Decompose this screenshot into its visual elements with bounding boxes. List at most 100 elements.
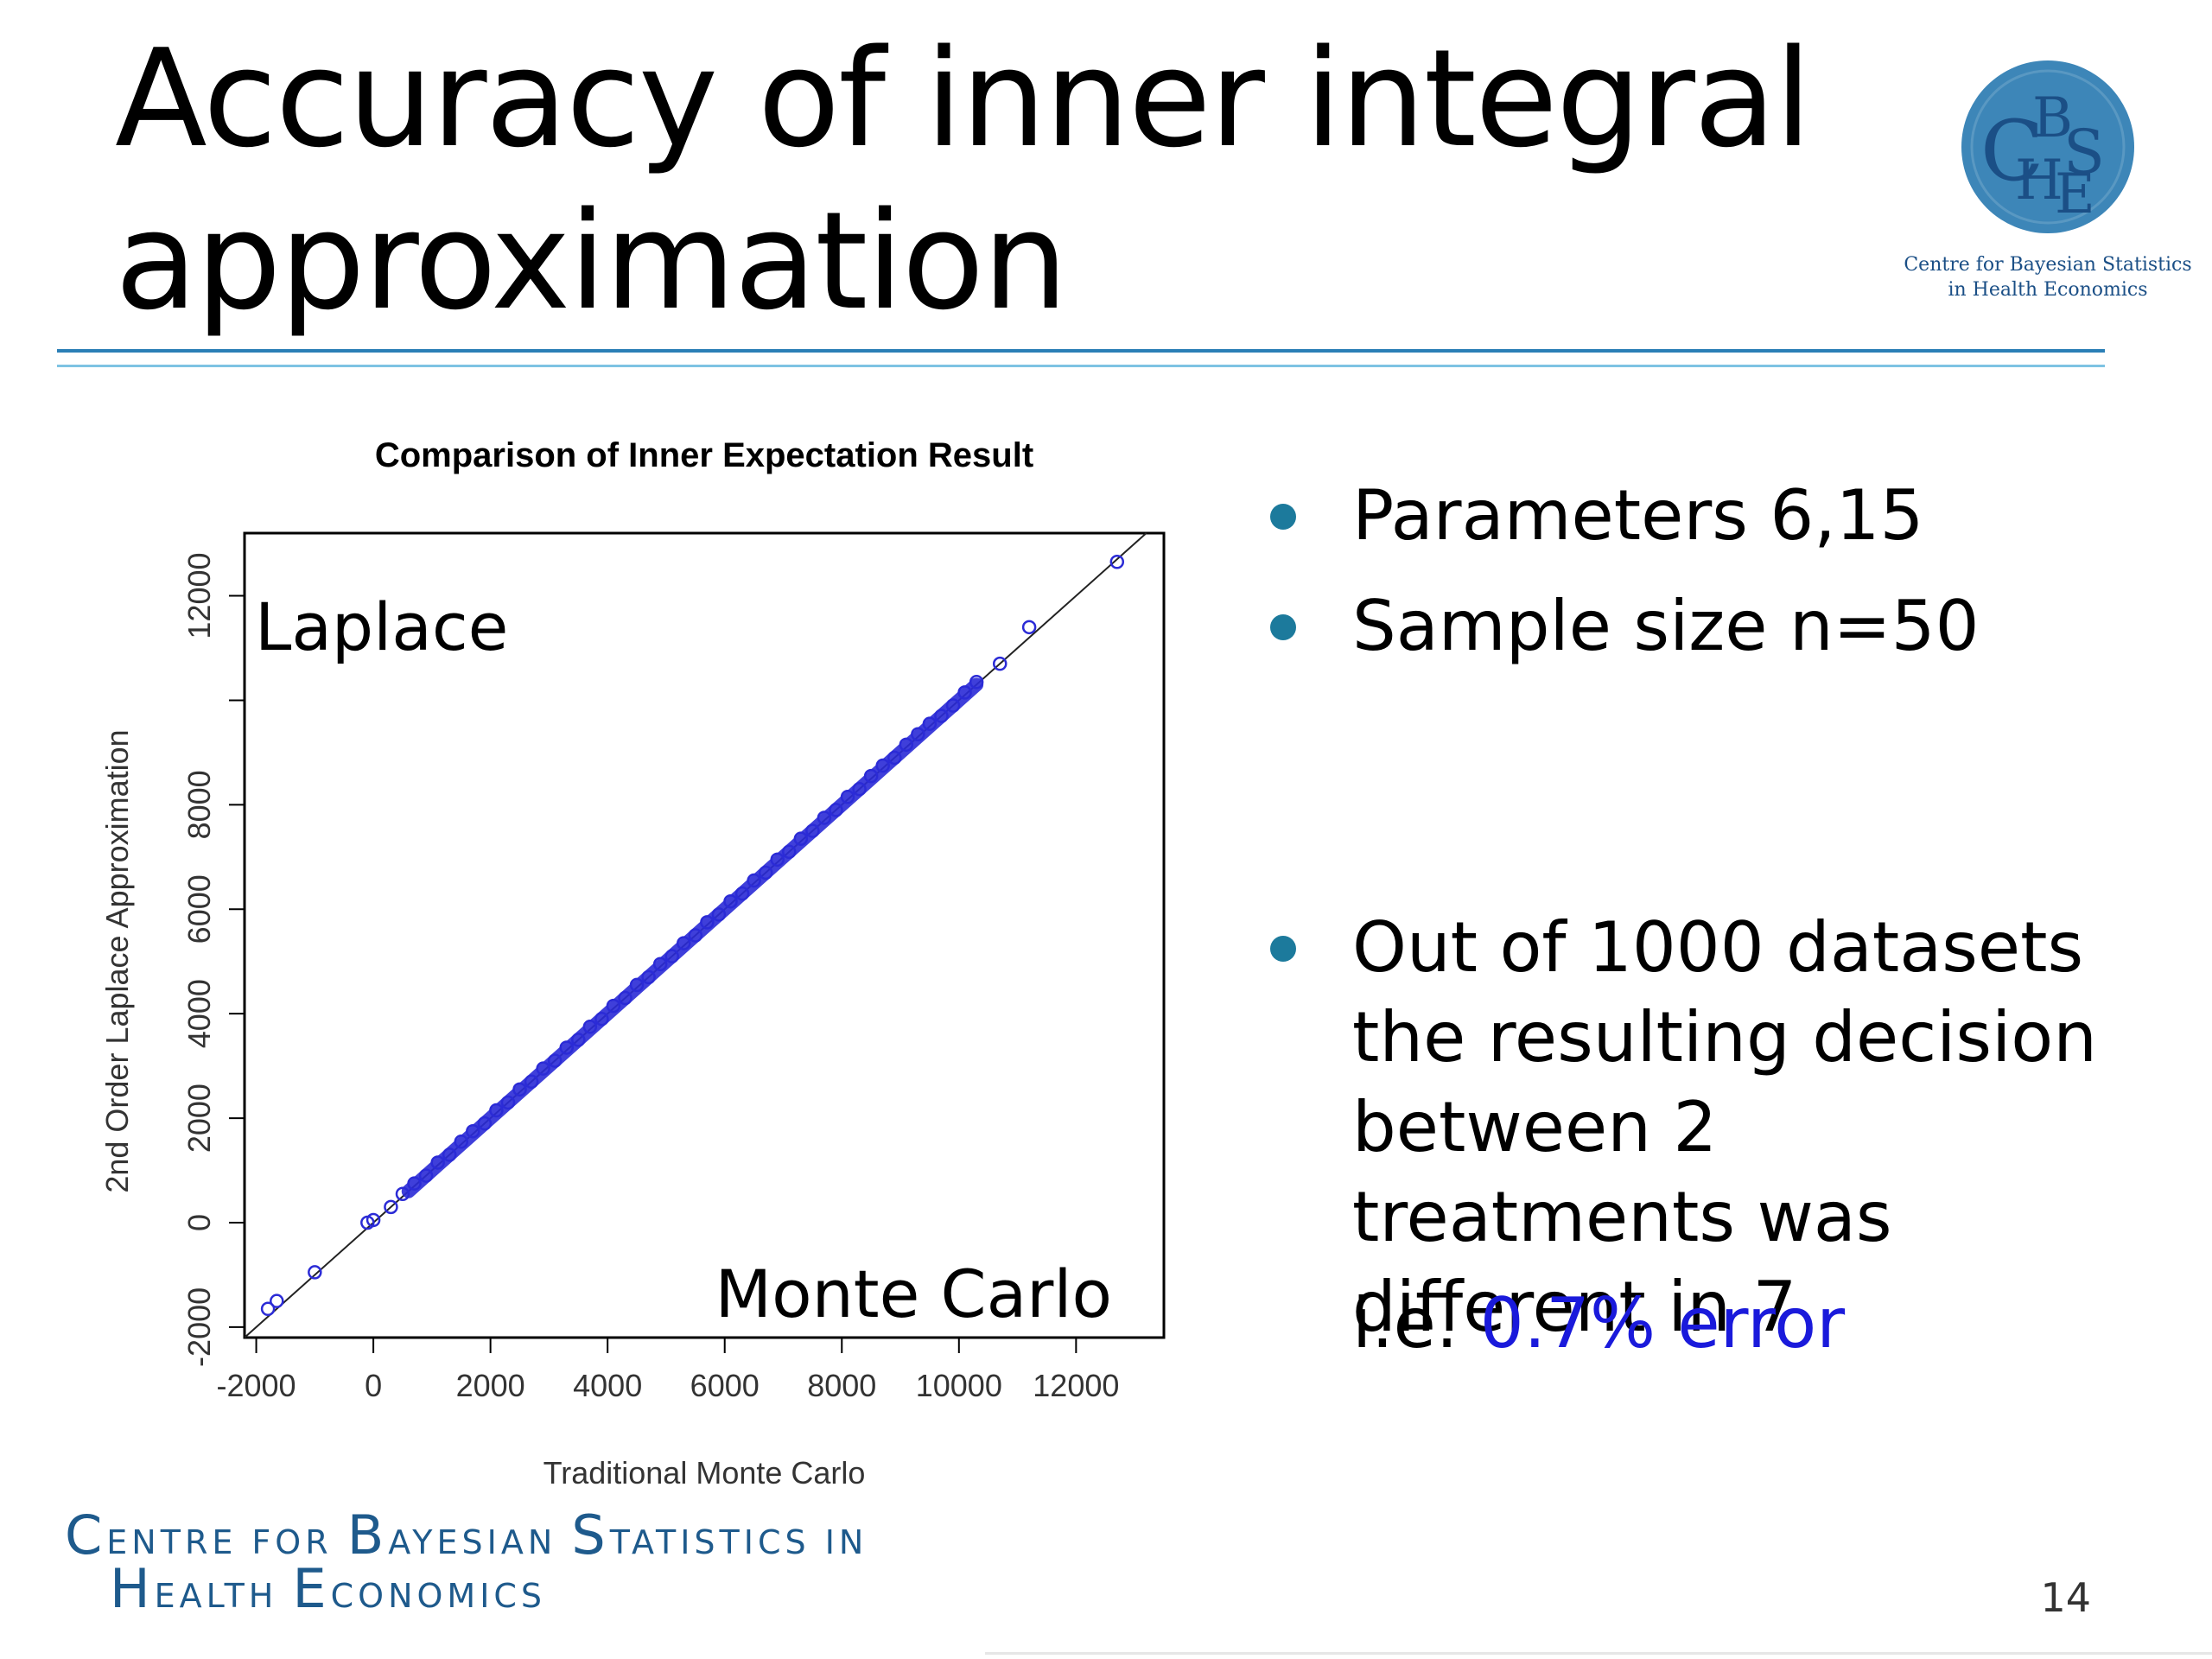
x-axis-label: Traditional Monte Carlo [543, 1455, 866, 1491]
data-point [782, 844, 797, 860]
scatter-chart-svg: Comparison of Inner Expectation Result -2… [99, 436, 1166, 1491]
data-point [418, 1168, 434, 1183]
data-point [652, 957, 668, 971]
footer-cap: B [346, 1503, 389, 1567]
data-point [512, 1082, 527, 1097]
data-point [407, 1176, 422, 1191]
data-point [899, 737, 914, 753]
data-point [734, 886, 750, 901]
x-tick-label: -2000 [217, 1368, 296, 1403]
data-point [887, 750, 902, 766]
chart-title: Comparison of Inner Expectation Result [375, 436, 1033, 474]
x-tick-label: 12000 [1033, 1368, 1119, 1403]
data-point [793, 831, 809, 846]
logo-caption-line1: Centre for Bayesian Statistics [1904, 254, 2192, 276]
data-point [700, 915, 715, 930]
logo-caption-line2: in Health Economics [1948, 279, 2148, 301]
data-point [711, 907, 727, 922]
error-summary: i.e. 0.7% error [1352, 1279, 1845, 1369]
data-point [840, 790, 855, 804]
header-rule-light [57, 365, 2105, 367]
data-point [500, 1095, 516, 1110]
data-point [618, 990, 632, 1006]
data-point [664, 949, 679, 963]
plot-frame [243, 531, 1166, 1339]
x-tick-label: 10000 [916, 1368, 1002, 1403]
data-point [384, 1199, 398, 1215]
data-point [442, 1147, 457, 1162]
data-point [863, 768, 879, 784]
data-point [817, 810, 832, 825]
data-point [758, 865, 773, 880]
data-point [489, 1103, 504, 1118]
bottom-edge-line [985, 1652, 2212, 1655]
footer-cap: H [110, 1557, 155, 1620]
logo-letter: H [2015, 149, 2063, 213]
data-point [629, 977, 645, 993]
data-point [365, 1212, 381, 1228]
data-point [477, 1116, 493, 1131]
data-point [677, 936, 691, 950]
y-tick-label: 8000 [181, 770, 217, 839]
footer-cap: C [65, 1503, 107, 1567]
data-point [582, 1020, 598, 1034]
bullet-dot-icon [1270, 504, 1296, 530]
logo-letter: E [2055, 162, 2095, 226]
logo-letter: S [2063, 117, 2105, 188]
data-point [688, 928, 703, 943]
data-point [1109, 555, 1125, 569]
data-point [260, 1301, 276, 1316]
scatter-chart: Comparison of Inner Expectation Result -2… [86, 423, 1175, 1512]
data-point [395, 1186, 410, 1201]
data-point [454, 1135, 469, 1149]
x-tick-label: 2000 [456, 1368, 525, 1403]
slide-title-text: Accuracy of inner integral approximation [115, 20, 1812, 340]
error-summary-highlight: 0.7% error [1479, 1283, 1846, 1363]
y-tick-label: 12000 [181, 552, 217, 639]
footer-small: CONOMICS [330, 1577, 547, 1615]
y-tick-label: 6000 [181, 874, 217, 944]
bullet-text: Parameters 6,15 [1352, 475, 1924, 556]
data-point [466, 1123, 480, 1139]
data-point [747, 873, 761, 888]
footer-small: TATISTICS IN [609, 1523, 868, 1561]
bullet-text: Out of 1000 datasets the resulting decis… [1352, 907, 2097, 1347]
bullet-text: Sample size n=50 [1352, 586, 1980, 666]
data-point [606, 998, 621, 1014]
header-rule-dark [57, 349, 2105, 353]
x-tick-label: 4000 [573, 1368, 642, 1403]
data-point [770, 852, 785, 868]
data-point [992, 656, 1007, 671]
footer-brand-line1: CENTRE FOR BAYESIAN STATISTICS IN [65, 1503, 868, 1567]
slide-title: Accuracy of inner integral approximation [115, 17, 2212, 342]
footer-brand-line2: HEALTH ECONOMICS [110, 1557, 546, 1620]
x-tick-label: 8000 [807, 1368, 876, 1403]
annotation-monte-carlo: Monte Carlo [715, 1255, 1112, 1332]
data-point [945, 698, 961, 713]
data-point [308, 1265, 322, 1280]
point-cloud [260, 555, 1125, 1316]
y-tick-label: 2000 [181, 1084, 217, 1153]
y-tick-label: 0 [181, 1214, 217, 1231]
data-point [911, 727, 925, 741]
data-point [430, 1155, 445, 1170]
footer-cap: S [571, 1503, 610, 1567]
data-point [641, 969, 656, 985]
footer-cap: E [292, 1557, 331, 1620]
data-point [723, 893, 738, 909]
data-point [547, 1053, 563, 1068]
data-point [270, 1294, 284, 1308]
x-tick-label: 0 [365, 1368, 382, 1403]
error-summary-prefix: i.e. [1352, 1283, 1480, 1363]
data-point [559, 1040, 574, 1055]
logo-letter: C [1980, 103, 2044, 200]
logo-caption: Centre for Bayesian Statistics in Health… [1901, 252, 2195, 302]
annotation-laplace: Laplace [255, 588, 508, 665]
logo-letter: B [2032, 86, 2073, 150]
data-point [524, 1074, 539, 1090]
cbshe-badge-icon: C B S H E [1961, 60, 2134, 233]
page-number: 14 [2040, 1574, 2091, 1621]
y-axis-label: 2nd Order Laplace Approximation [99, 729, 135, 1192]
cbshe-logo: C B S H E Centre for Bayesian Statistics… [1901, 60, 2195, 311]
data-point [957, 685, 972, 700]
